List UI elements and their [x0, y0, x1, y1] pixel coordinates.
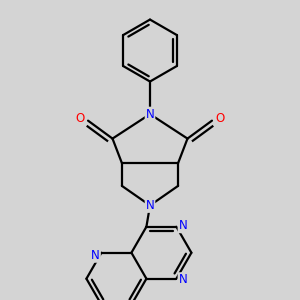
- Text: N: N: [146, 108, 154, 121]
- Text: N: N: [178, 219, 187, 232]
- Text: N: N: [146, 199, 154, 212]
- Text: N: N: [91, 249, 100, 262]
- Text: O: O: [75, 112, 85, 124]
- Text: O: O: [215, 112, 225, 124]
- Text: N: N: [178, 273, 187, 286]
